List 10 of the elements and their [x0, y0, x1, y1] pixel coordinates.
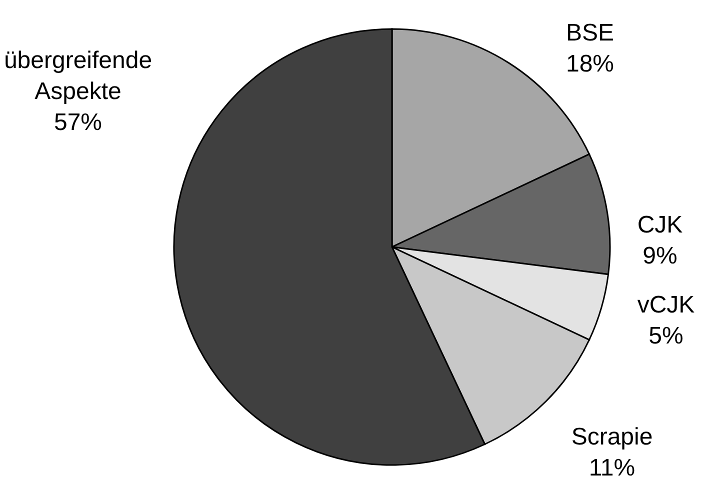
slice-label: Scrapie: [571, 423, 653, 450]
data-label: 57%: [54, 108, 102, 136]
data-label: 9%: [642, 242, 678, 269]
slice-label: übergreifende Aspekte: [4, 46, 152, 104]
data-label: 11%: [588, 454, 636, 481]
data-label: 18%: [566, 50, 614, 77]
slice-label: CJK: [637, 211, 683, 238]
data-label: 5%: [648, 322, 684, 349]
slice-label: BSE: [566, 19, 614, 46]
slice-label: vCJK: [637, 291, 695, 318]
